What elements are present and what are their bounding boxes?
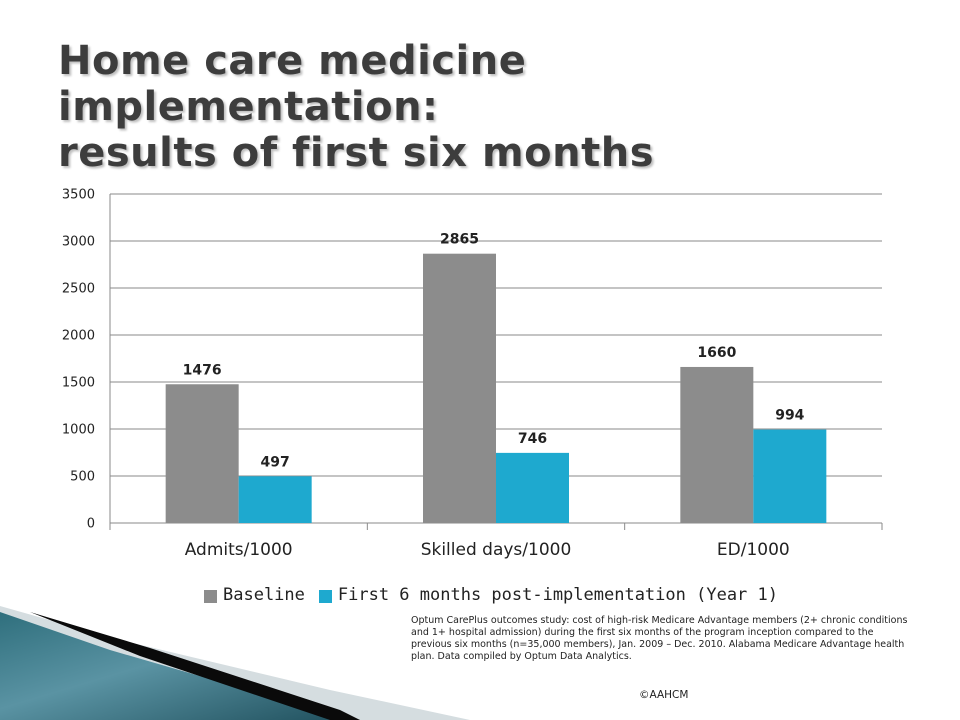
data-label: 1476 <box>183 362 222 378</box>
title-line-2: results of first six months <box>58 130 654 176</box>
bar-post-1 <box>496 452 569 523</box>
y-tick-label: 500 <box>70 470 95 485</box>
legend-label-baseline: Baseline <box>223 585 305 605</box>
bar-post-0 <box>238 476 312 523</box>
x-category-label: ED/1000 <box>717 540 790 560</box>
y-tick-label: 3500 <box>62 188 95 203</box>
y-tick-label: 2500 <box>62 282 95 297</box>
y-tick-label: 2000 <box>62 329 95 344</box>
legend-swatch-post <box>318 590 332 603</box>
legend-item-post: First 6 months post-implementation (Year… <box>318 585 778 605</box>
y-tick-label: 3000 <box>62 235 95 250</box>
corner-swoosh-teal <box>0 612 360 720</box>
data-label: 2865 <box>440 232 479 248</box>
y-tick-label: 0 <box>87 517 95 532</box>
bar-chart: 0 500 1000 1500 2000 2500 3000 3500 1476 497 Admit… <box>62 188 883 560</box>
legend-label-post: First 6 months post-implementation (Year… <box>337 585 778 605</box>
bar-baseline-2 <box>680 366 754 523</box>
data-label: 746 <box>518 431 547 447</box>
data-label: 497 <box>261 454 290 470</box>
bar-baseline-0 <box>165 384 239 523</box>
corner-swoosh-dark <box>30 612 360 720</box>
y-tick-label: 1000 <box>62 423 95 438</box>
source-footnote: Optum CarePlus outcomes study: cost of h… <box>411 615 908 662</box>
page-title: Home care medicine implementation: resul… <box>58 38 918 176</box>
legend-swatch-baseline <box>204 590 217 603</box>
x-category-label: Skilled days/1000 <box>421 540 572 560</box>
bar-post-2 <box>753 429 827 523</box>
data-label: 1660 <box>697 345 736 361</box>
data-label: 994 <box>775 408 804 424</box>
x-category-label: Admits/1000 <box>185 540 293 560</box>
copyright-notice: ©AAHCM <box>639 689 689 701</box>
y-tick-label: 1500 <box>62 376 95 391</box>
bar-baseline-1 <box>423 253 496 523</box>
legend-item-baseline: Baseline <box>204 585 305 605</box>
chart-legend: Baseline First 6 months post-implementat… <box>204 585 792 605</box>
title-line-1: Home care medicine implementation: <box>58 38 527 130</box>
